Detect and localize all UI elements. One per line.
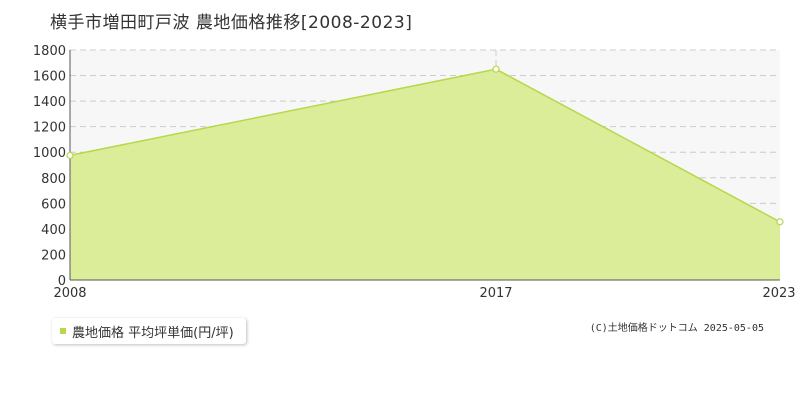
- series-area-fill: [70, 69, 780, 281]
- legend-label: 農地価格 平均坪単価(円/坪): [72, 325, 234, 341]
- legend: 農地価格 平均坪単価(円/坪): [52, 318, 246, 344]
- y-tick-label: 200: [41, 248, 66, 263]
- y-tick-label: 1800: [33, 44, 66, 59]
- y-tick-label: 1600: [33, 70, 66, 85]
- x-axis-ticks: 2008 2017 2023: [53, 286, 795, 301]
- y-tick-label: 1000: [33, 146, 66, 161]
- y-tick-label: 1200: [33, 121, 66, 136]
- data-point: [776, 218, 784, 226]
- legend-swatch: [60, 328, 66, 334]
- x-tick-label: 2023: [762, 286, 795, 301]
- y-axis-ticks: 0 200 400 600 800 1000 1200 1400 1600 1800: [33, 44, 66, 289]
- axes: [69, 50, 780, 281]
- x-tick-label: 2017: [479, 286, 512, 301]
- y-tick-label: 800: [41, 172, 66, 187]
- data-point: [66, 151, 74, 160]
- copyright-text: (C)土地価格ドットコム 2025-05-05: [589, 323, 764, 334]
- y-tick-label: 0: [58, 274, 66, 289]
- y-tick-label: 400: [41, 223, 66, 238]
- data-point: [492, 65, 500, 73]
- data-points: [66, 65, 784, 226]
- y-tick-label: 600: [41, 197, 66, 212]
- chart-title: 横手市増田町戸波 農地価格推移[2008-2023]: [50, 13, 413, 33]
- y-tick-label: 1400: [33, 95, 66, 110]
- x-tick-label: 2008: [53, 286, 86, 301]
